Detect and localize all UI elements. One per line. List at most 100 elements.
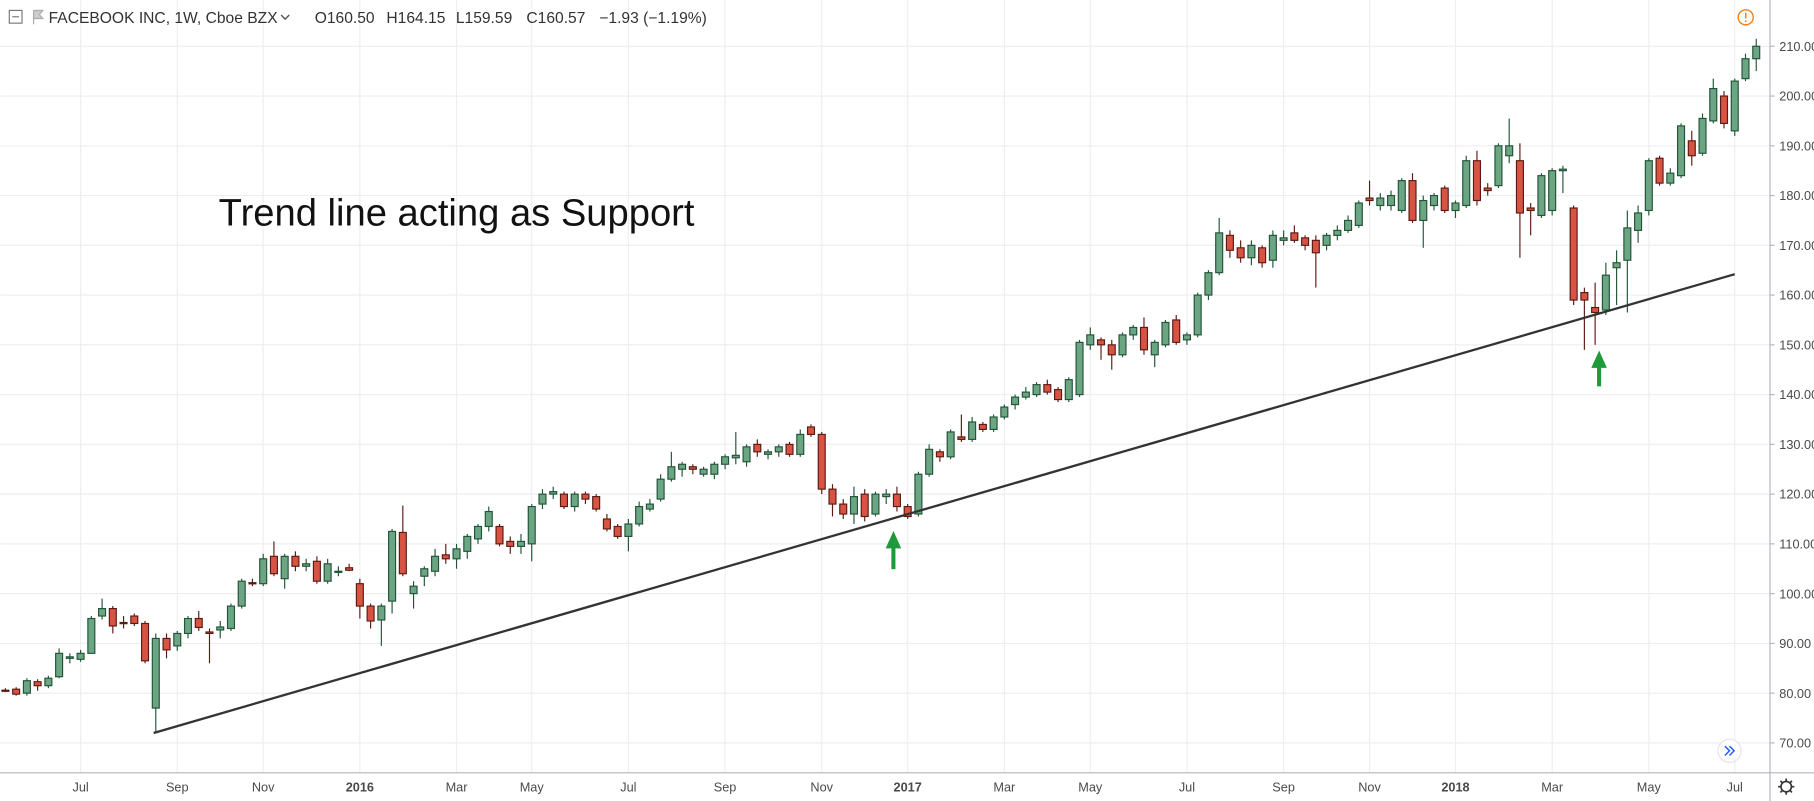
candle-body	[742, 446, 751, 463]
candle-body	[1655, 157, 1664, 184]
candle-body	[1462, 160, 1471, 207]
candle-body	[559, 493, 569, 508]
candle-body	[1515, 160, 1524, 214]
candle-body	[1741, 58, 1750, 80]
candle-body	[1580, 292, 1589, 301]
candle-body	[946, 431, 955, 458]
candle-body	[1344, 219, 1353, 231]
candle-body	[1537, 175, 1546, 217]
candle-body	[140, 622, 150, 662]
candle-body	[882, 493, 891, 498]
candle-body	[806, 426, 816, 435]
candle-body	[55, 652, 64, 678]
candle-body	[259, 558, 268, 585]
candle-body	[1386, 194, 1396, 207]
x-tick-label: 2017	[894, 779, 922, 794]
candle-body	[817, 433, 826, 490]
flag-icon[interactable]	[33, 9, 45, 25]
candle-body	[925, 448, 934, 475]
x-tick-label: Mar	[993, 779, 1016, 794]
candle-body	[506, 540, 515, 547]
y-tick-label: 80.00	[1779, 686, 1811, 701]
candle-body	[581, 493, 590, 500]
ohlc-open: O160.50	[315, 10, 375, 27]
x-tick-label: Mar	[1541, 779, 1564, 794]
candle-body	[216, 626, 225, 631]
candle-body	[302, 563, 311, 567]
candle-body	[33, 681, 42, 687]
x-tick-label: Nov	[810, 779, 833, 794]
symbol[interactable]: FACEBOOK INC, 1W, Cboe BZX	[49, 10, 279, 27]
candle-body	[774, 446, 783, 453]
candle-body	[22, 680, 31, 694]
candle-body	[860, 493, 869, 518]
candle-body	[1301, 237, 1310, 246]
candle-body	[1118, 334, 1127, 356]
candle-body	[495, 525, 504, 545]
y-tick-label: 190.00	[1779, 138, 1814, 153]
symbol-dropdown[interactable]	[280, 14, 290, 21]
x-tick-label: Mar	[446, 779, 469, 794]
y-tick-label: 180.00	[1779, 188, 1814, 203]
axes: 70.00 80.00 90.00 100.00 110.00 120.00 130.00 1…	[72, 39, 1814, 794]
candle-body	[1139, 326, 1149, 351]
candle-body	[1601, 274, 1610, 311]
candle-body	[1161, 321, 1170, 346]
ohlc-high: H164.15	[386, 10, 445, 27]
candle-body	[1258, 247, 1267, 264]
y-tick-label: 160.00	[1779, 288, 1814, 303]
ohlc-close: C160.57	[526, 10, 585, 27]
alert-icon[interactable]	[1737, 9, 1754, 26]
candle-body	[1032, 384, 1041, 396]
candle-body	[108, 607, 117, 627]
candle-body	[731, 454, 740, 459]
candle-body	[388, 530, 397, 602]
candle-body	[989, 416, 998, 431]
candle-body	[1451, 202, 1460, 212]
candle-body	[635, 505, 644, 525]
candle-body	[1419, 199, 1428, 222]
candle-body	[1666, 172, 1675, 184]
candle-body	[1440, 187, 1449, 212]
x-tick-label: 2016	[346, 779, 374, 794]
candle-body	[1644, 160, 1653, 212]
candle-body	[1730, 80, 1739, 132]
candle-body	[12, 688, 21, 695]
x-tick-label: Jul	[1727, 779, 1743, 794]
candle-body	[269, 555, 278, 575]
candle-body	[1182, 334, 1191, 341]
candle-body	[892, 493, 901, 508]
candle-body	[44, 677, 53, 687]
candle-body	[280, 555, 289, 580]
support-arrow	[1591, 350, 1607, 387]
candle-body	[1021, 391, 1030, 398]
candle-body	[1000, 406, 1009, 418]
candle-body	[549, 491, 558, 495]
candle-body	[678, 463, 687, 470]
candle-body	[1268, 234, 1277, 261]
y-tick-label: 90.00	[1779, 636, 1811, 651]
candle-body	[1225, 234, 1234, 251]
candle-body	[1043, 384, 1052, 393]
candle-body	[345, 567, 354, 571]
candle-body	[1172, 319, 1181, 343]
candle-body	[785, 443, 794, 455]
ohlc-change: −1.93 (−1.19%)	[599, 10, 707, 27]
candle-body	[1494, 145, 1503, 187]
collapse-button[interactable]	[8, 9, 23, 24]
candle-body	[248, 582, 257, 585]
candle-body	[935, 451, 944, 458]
candle-body	[1612, 262, 1621, 269]
x-tick-label: Jul	[620, 779, 636, 794]
overlay	[153, 273, 1736, 735]
grid	[0, 0, 1771, 773]
candle-body	[431, 555, 440, 572]
annotation: Trend line acting as Support	[219, 192, 695, 235]
candle-body	[463, 535, 472, 552]
candle-body	[1472, 160, 1482, 202]
candle-body	[1011, 396, 1020, 406]
alert-dot	[1744, 20, 1747, 23]
candle-body	[1591, 306, 1600, 314]
candle-body	[398, 531, 407, 575]
x-tick-label: May	[1637, 779, 1662, 794]
